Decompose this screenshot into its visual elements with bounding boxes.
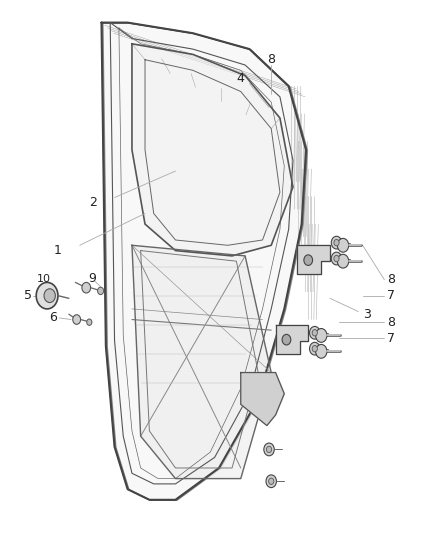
Polygon shape [102,22,306,500]
Circle shape [87,319,92,325]
Circle shape [264,443,274,456]
Text: 8: 8 [267,53,275,66]
Text: 8: 8 [387,316,395,329]
Polygon shape [132,44,293,256]
Text: 1: 1 [54,244,62,257]
Polygon shape [241,373,284,425]
Text: 7: 7 [387,332,395,344]
Circle shape [36,282,58,309]
Circle shape [316,344,327,358]
Circle shape [310,342,320,355]
Circle shape [334,255,339,262]
Text: 10: 10 [37,274,51,284]
Circle shape [266,475,276,488]
Circle shape [312,345,318,352]
Text: 9: 9 [88,272,96,285]
Text: 5: 5 [24,289,32,302]
Circle shape [312,329,318,336]
Circle shape [266,446,272,453]
Circle shape [98,287,104,295]
Circle shape [82,282,91,293]
Text: 4: 4 [237,72,245,85]
Circle shape [282,334,291,345]
Circle shape [316,328,327,342]
Circle shape [337,238,349,252]
Text: 2: 2 [89,196,97,209]
Circle shape [44,289,55,303]
Circle shape [304,255,313,265]
Circle shape [73,315,81,324]
Circle shape [331,252,342,265]
Text: 7: 7 [387,289,395,302]
Polygon shape [132,245,271,479]
Text: 8: 8 [387,273,395,286]
Circle shape [310,326,320,339]
Circle shape [331,236,342,249]
Circle shape [334,239,339,246]
Text: 3: 3 [363,308,371,321]
Circle shape [337,254,349,268]
Polygon shape [297,245,330,274]
Polygon shape [276,325,308,354]
Text: 6: 6 [49,311,57,325]
Circle shape [268,478,274,484]
